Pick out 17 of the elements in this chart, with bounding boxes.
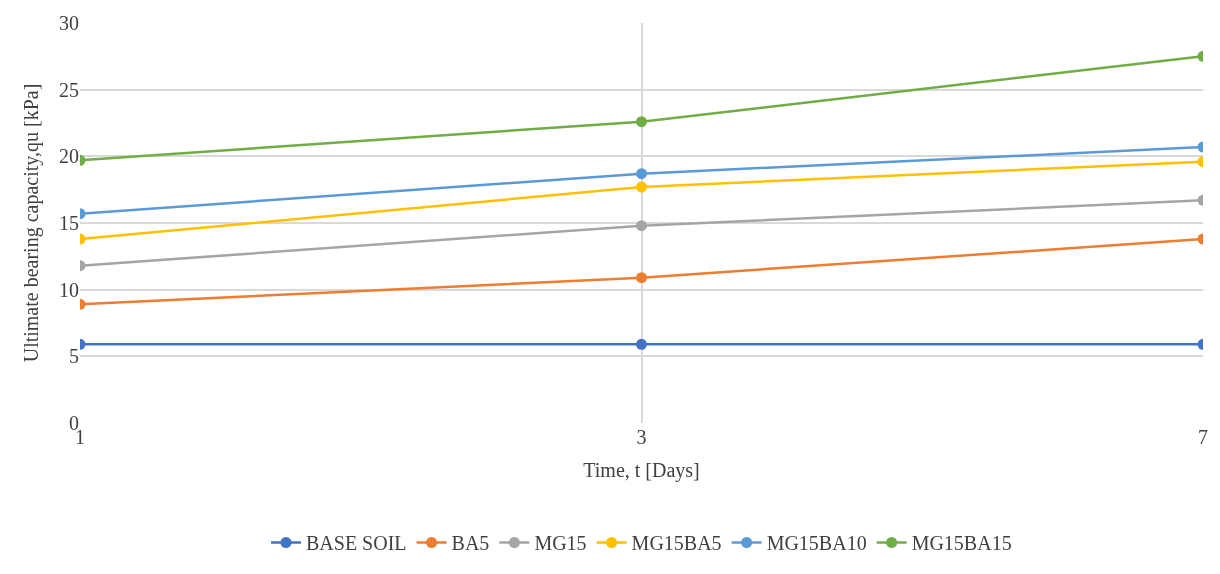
legend-label: MG15BA10: [766, 532, 867, 555]
y-tick-label: 5: [69, 345, 79, 368]
y-tick-label: 10: [59, 278, 79, 301]
legend-label: MG15BA15: [911, 532, 1012, 555]
legend-label: MG15: [534, 532, 587, 555]
x-axis-title: Time, t [Days]: [583, 458, 700, 482]
y-tick-label: 0: [69, 412, 79, 434]
x-tick-label: 7: [1198, 426, 1208, 448]
legend-label: BASE SOIL: [306, 532, 407, 555]
y-tick-label: 20: [59, 145, 79, 168]
y-tick-label: 25: [59, 78, 79, 101]
y-tick-label: 15: [59, 212, 79, 234]
legend-label: MG15BA5: [631, 532, 722, 555]
y-tick-label: 30: [59, 12, 79, 34]
x-tick-label: 3: [636, 426, 647, 448]
y-axis-title: Ultimate bearing capacity,qu [kPa]: [19, 83, 43, 363]
legend-label: BA5: [451, 532, 490, 555]
